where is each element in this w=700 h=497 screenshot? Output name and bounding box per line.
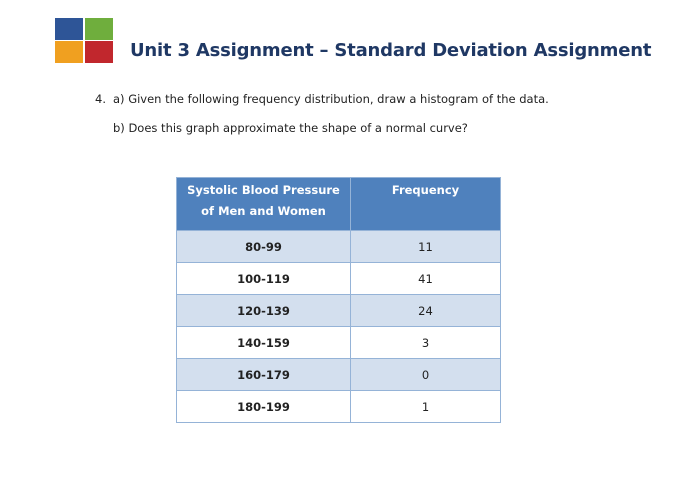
frequency-cell: 24 [350, 294, 501, 327]
logo-square [85, 41, 113, 63]
frequency-cell: 3 [350, 326, 501, 359]
range-cell: 100-119 [176, 262, 351, 295]
question-a: a) Given the following frequency distrib… [113, 92, 549, 106]
table-row: 100-119 41 [176, 262, 501, 295]
column-header: Frequency [350, 177, 501, 231]
question-number: 4. [95, 92, 106, 106]
range-cell: 140-159 [176, 326, 351, 359]
frequency-table: Systolic Blood Pressure of Men and Women… [176, 177, 501, 423]
logo-square [85, 18, 113, 40]
table-row: 120-139 24 [176, 294, 501, 327]
range-cell: 180-199 [176, 390, 351, 423]
table-row: 80-99 11 [176, 230, 501, 263]
column-header: Systolic Blood Pressure of Men and Women [176, 177, 351, 231]
table-row: 160-179 0 [176, 358, 501, 391]
question-b: b) Does this graph approximate the shape… [113, 121, 468, 135]
logo-square [55, 18, 83, 40]
table-row: 140-159 3 [176, 326, 501, 359]
range-cell: 160-179 [176, 358, 351, 391]
frequency-cell: 0 [350, 358, 501, 391]
frequency-cell: 11 [350, 230, 501, 263]
logo-square [55, 41, 83, 63]
range-cell: 120-139 [176, 294, 351, 327]
title: Unit 3 Assignment – Standard Deviation A… [130, 40, 652, 61]
frequency-cell: 1 [350, 390, 501, 423]
range-cell: 80-99 [176, 230, 351, 263]
table-row: 180-199 1 [176, 390, 501, 423]
frequency-cell: 41 [350, 262, 501, 295]
